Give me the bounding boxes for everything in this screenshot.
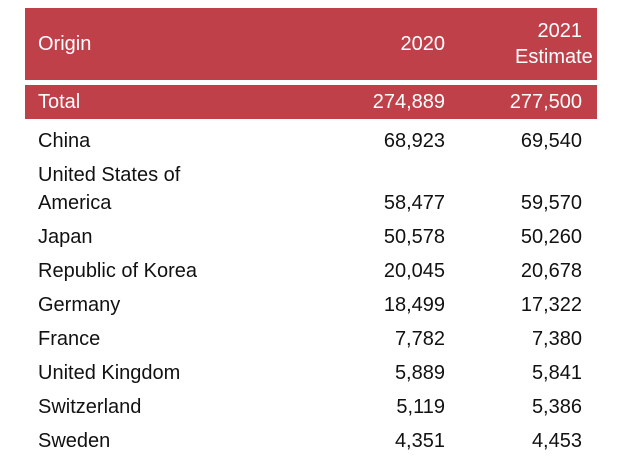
row-label: Sweden	[38, 430, 111, 452]
row-label: Switzerland	[38, 396, 142, 418]
cell: 58,477	[383, 192, 445, 214]
row-label: United States of America	[38, 164, 181, 214]
cell: 17,322	[520, 294, 582, 316]
cell: 5,841	[531, 362, 582, 384]
table-row: Germany 18,499 17,322	[25, 288, 597, 322]
table-row: Switzerland 5,119 5,386	[25, 390, 597, 424]
cell: 2020	[400, 32, 446, 55]
cell: 4,351	[394, 430, 445, 452]
cell: 5,889	[394, 362, 445, 384]
table-row: United Kingdom 5,889 5,841	[25, 356, 597, 390]
cell: 274,889	[372, 90, 445, 113]
cell: 18,499	[383, 294, 445, 316]
total-row: Total 274,889 277,500	[25, 85, 597, 119]
table-row: Sweden 4,351 4,453	[25, 424, 597, 458]
row-label: Origin	[38, 32, 92, 55]
cell: 20,678	[520, 260, 582, 282]
cell: 20,045	[383, 260, 445, 282]
cell: 68,923	[383, 130, 445, 152]
cell: 5,386	[531, 396, 582, 418]
header-row: Origin 2020 2021 Estimate	[25, 8, 597, 80]
table-row: Japan 50,578 50,260	[25, 220, 597, 254]
table: Origin 2020 2021 Estimate Total 274,889 277,5…	[25, 8, 597, 458]
row-label: Republic of Korea	[38, 260, 197, 282]
cell: 69,540	[520, 130, 582, 152]
cell: 277,500	[509, 90, 582, 113]
cell: 5,119	[396, 396, 445, 418]
row-label: Japan	[38, 226, 93, 248]
cell: 7,782	[394, 328, 445, 350]
cell: 59,570	[520, 192, 582, 214]
cell: 7,380	[531, 328, 582, 350]
cell: 50,578	[383, 226, 445, 248]
row-label: United Kingdom	[38, 362, 181, 384]
cell: 50,260	[520, 226, 582, 248]
table-row: China 68,923 69,540	[25, 124, 597, 158]
cell: 2021 Estimate	[515, 20, 593, 68]
table-row: France 7,782 7,380	[25, 322, 597, 356]
row-label: France	[38, 328, 101, 350]
table-row: United States of America 58,477 59,570	[25, 158, 597, 220]
table-row: Republic of Korea 20,045 20,678	[25, 254, 597, 288]
row-label: Germany	[38, 294, 121, 316]
row-label: China	[38, 130, 91, 152]
page: Origin 2020 2021 Estimate Total 274,889 277,5…	[25, 8, 597, 452]
row-label: Total	[38, 90, 81, 113]
cell: 4,453	[531, 430, 582, 452]
